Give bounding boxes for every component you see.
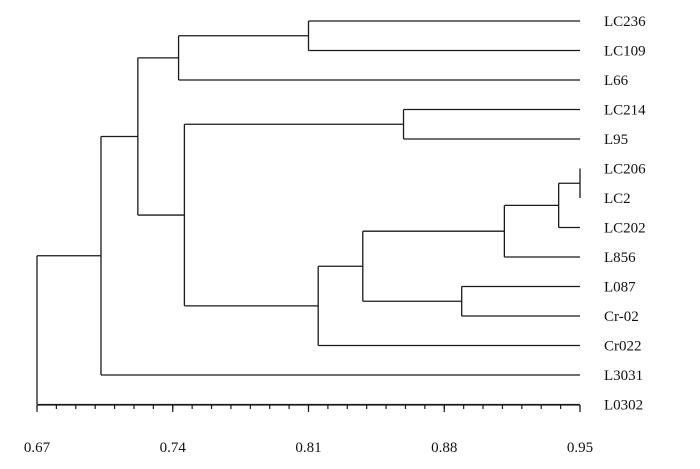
x-tick-label: 0.88	[431, 440, 457, 456]
x-tick-label: 0.74	[160, 440, 187, 456]
x-tick-label: 0.67	[24, 440, 51, 456]
leaf-label-cr-02: Cr-02	[604, 309, 639, 325]
leaf-label-lc236: LC236	[604, 14, 646, 30]
leaf-label-l087: L087	[604, 280, 636, 296]
leaf-label-l3031: L3031	[604, 368, 643, 384]
leaf-label-lc202: LC202	[604, 221, 646, 237]
leaf-label-l66: L66	[604, 73, 629, 89]
dendrogram-branches	[36, 20, 581, 406]
x-axis: 0.67 0.74 0.81 0.88 0.95	[24, 404, 593, 456]
leaf-label-l856: L856	[604, 250, 636, 266]
leaf-label-lc2: LC2	[604, 191, 631, 207]
leaf-label-lc214: LC214	[604, 103, 646, 119]
leaf-label-lc109: LC109	[604, 44, 646, 60]
leaf-label-cr022: Cr022	[604, 339, 642, 355]
x-tick-label: 0.81	[295, 440, 321, 456]
x-tick-label: 0.95	[567, 440, 593, 456]
leaf-label-l95: L95	[604, 132, 628, 148]
leaf-label-lc206: LC206	[604, 162, 646, 178]
leaf-label-l0302: L0302	[604, 398, 643, 414]
leaf-labels: LC236 LC109 L66 LC214 L95 LC206 LC2 LC202 L856 L0…	[604, 14, 646, 414]
